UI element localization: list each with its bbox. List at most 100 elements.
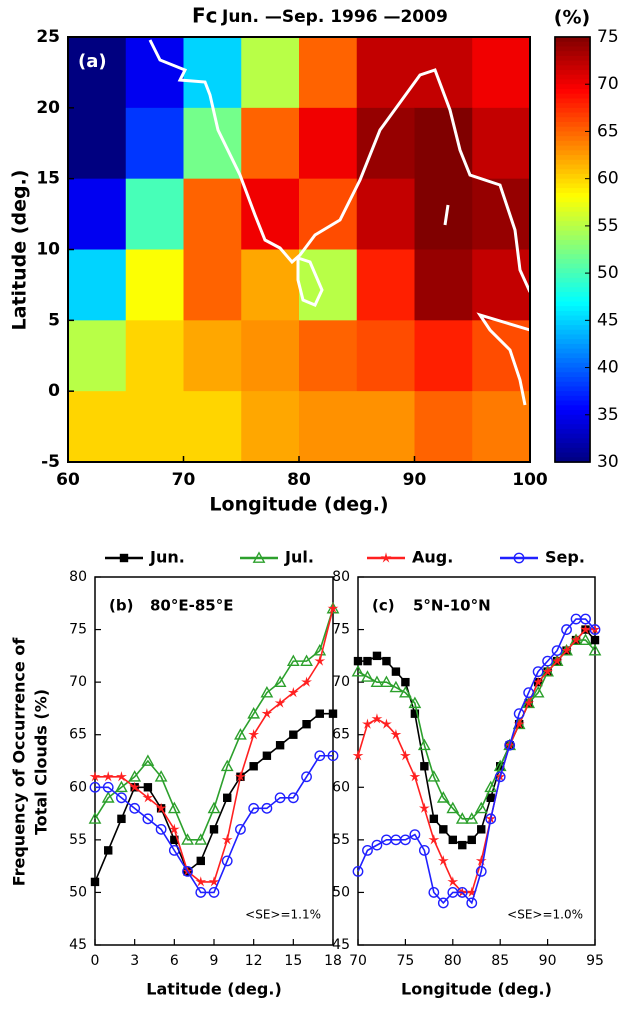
colorbar-swatch (555, 391, 590, 397)
marker (353, 656, 363, 666)
heat-cell (414, 178, 473, 250)
colorbar-swatch (555, 150, 590, 156)
marker (551, 645, 563, 656)
colorbar-swatch (555, 258, 590, 265)
marker (208, 887, 220, 898)
heat-cell (414, 391, 473, 463)
y-tick-label: 50 (69, 884, 87, 900)
y-tick-label: 70 (332, 674, 350, 690)
colorbar-swatch (555, 79, 590, 85)
marker (248, 729, 260, 740)
marker (418, 844, 430, 856)
x-tick-label: 6 (170, 953, 179, 969)
colorbar-swatch (555, 244, 590, 251)
marker (207, 801, 221, 814)
marker (467, 835, 476, 845)
marker (417, 738, 431, 751)
colorbar-swatch (555, 37, 590, 43)
marker (399, 750, 411, 761)
heat-cell (414, 107, 473, 180)
colorbar-tick-label: 45 (597, 310, 619, 330)
marker (590, 635, 600, 645)
colorbar-swatch (555, 197, 590, 203)
colorbar-swatch (555, 117, 590, 123)
colorbar-swatch (555, 254, 590, 260)
heat-cell (472, 320, 531, 392)
heat-cell (183, 391, 242, 463)
heat-cell (125, 107, 184, 180)
marker (301, 771, 312, 783)
x-axis-label: Longitude (deg.) (401, 980, 552, 999)
marker (194, 833, 208, 845)
marker (436, 791, 450, 803)
colorbar-swatch (555, 178, 590, 184)
x-tick-label: 90 (403, 470, 427, 490)
marker (446, 801, 460, 814)
heat-cell (299, 37, 358, 109)
colorbar-swatch (555, 277, 590, 284)
colorbar-swatch (555, 88, 590, 95)
heat-cell (68, 320, 127, 392)
colorbar-swatch (555, 424, 590, 430)
colorbar-swatch (555, 164, 590, 170)
marker (381, 718, 392, 729)
colorbar-swatch (555, 221, 590, 227)
marker (287, 686, 299, 698)
marker (455, 812, 469, 824)
y-tick-label: 45 (332, 937, 350, 953)
colorbar-swatch (555, 240, 590, 246)
marker (370, 675, 384, 688)
x-tick-label: 70 (349, 953, 367, 969)
plot-frame (94, 576, 334, 946)
colorbar-swatch (555, 145, 590, 151)
colorbar-swatch (555, 216, 590, 222)
colorbar-swatch (555, 353, 590, 359)
colorbar-swatch (555, 381, 590, 388)
y-tick-label: 10 (36, 240, 60, 260)
x-tick-label: 3 (130, 953, 139, 969)
legend-label: Jun. (149, 548, 185, 567)
marker (408, 696, 422, 709)
colorbar-swatch (555, 296, 590, 303)
heat-cell (241, 320, 300, 392)
marker (116, 792, 127, 804)
marker (372, 651, 382, 661)
marker (143, 783, 153, 792)
marker (129, 802, 141, 814)
marker (466, 886, 478, 898)
colorbar-swatch (555, 334, 590, 340)
marker (485, 813, 497, 825)
marker (102, 781, 114, 793)
marker (447, 876, 459, 887)
marker (475, 866, 487, 877)
plot-frame (357, 576, 596, 946)
x-tick-label: 95 (586, 953, 604, 969)
marker (155, 802, 167, 813)
marker (380, 675, 393, 688)
colorbar-swatch (555, 207, 590, 213)
legend-label: Jul. (284, 548, 314, 567)
colorbar-swatch (555, 126, 590, 133)
chart-title: Jun. —Sep. 1996 —2009 (221, 7, 448, 27)
colorbar-tick-label: 75 (597, 27, 619, 47)
heat-cell (356, 249, 415, 321)
heat-cell (299, 320, 358, 392)
marker (89, 771, 101, 782)
coastline (476, 312, 531, 406)
colorbar-swatch (555, 188, 590, 194)
marker (274, 697, 286, 708)
x-tick-label: 90 (539, 953, 557, 969)
marker (456, 887, 468, 898)
y-tick-label: 55 (69, 832, 87, 848)
heat-cell (68, 249, 127, 321)
colorbar-swatch (555, 249, 590, 255)
colorbar-swatch (555, 155, 590, 161)
marker (117, 814, 126, 824)
marker (115, 780, 128, 793)
marker (532, 676, 544, 687)
coastline (296, 255, 324, 307)
y-tick-label: 25 (36, 27, 60, 47)
marker (221, 834, 233, 845)
marker (102, 771, 114, 782)
marker (351, 664, 365, 677)
